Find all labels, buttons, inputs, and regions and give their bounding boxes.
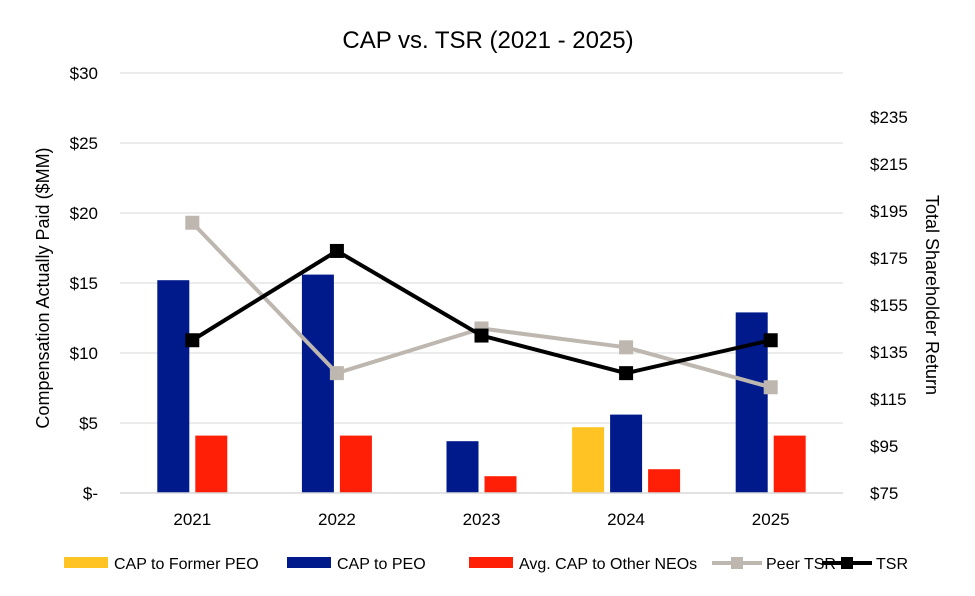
- legend-label: CAP to Former PEO: [114, 556, 259, 573]
- legend-label: TSR: [876, 556, 908, 573]
- point-tsr: [619, 366, 634, 381]
- bar-cap-to-peo: [735, 312, 768, 493]
- right-tick-label: $115: [870, 390, 907, 409]
- bar-cap-to-peo: [446, 441, 479, 493]
- line-series-group: [185, 215, 778, 395]
- left-axis-title: Compensation Actually Paid ($MM): [33, 147, 53, 428]
- legend-label: Peer TSR: [766, 556, 836, 573]
- bar-series-group: [157, 274, 806, 493]
- left-tick-label: $10: [70, 344, 98, 363]
- x-tick-label: 2022: [318, 510, 356, 529]
- x-tick-label: 2024: [607, 510, 645, 529]
- chart-title: CAP vs. TSR (2021 - 2025): [342, 27, 633, 54]
- line-peer-tsr: [190, 221, 772, 390]
- point-peer-tsr: [763, 380, 778, 395]
- x-tick-label: 2025: [752, 510, 790, 529]
- x-axis-ticks: 2021 2022 2023 2024 2025: [173, 510, 789, 529]
- x-tick-label: 2023: [463, 510, 501, 529]
- right-tick-label: $75: [870, 484, 898, 503]
- right-tick-label: $135: [870, 343, 908, 362]
- left-tick-label: $25: [70, 134, 98, 153]
- point-peer-tsr: [329, 366, 344, 381]
- bar-avg-cap-to-other-neos: [773, 435, 806, 493]
- point-tsr: [474, 328, 489, 343]
- bar-avg-cap-to-other-neos: [484, 476, 517, 493]
- point-tsr: [763, 333, 778, 348]
- gridlines: [120, 72, 843, 424]
- point-peer-tsr: [185, 215, 200, 230]
- right-tick-label: $155: [870, 296, 908, 315]
- bar-avg-cap-to-other-neos: [339, 435, 372, 493]
- legend-marker-peer-tsr: [731, 557, 743, 569]
- right-axis-title: Total Shareholder Return: [922, 195, 942, 395]
- left-tick-label: $30: [70, 64, 98, 83]
- bar-cap-to-peo: [301, 274, 334, 493]
- bar-cap-to-peo: [610, 414, 643, 493]
- bar-cap-to-peo: [157, 280, 190, 493]
- right-tick-label: $175: [870, 249, 908, 268]
- left-tick-label: $-: [83, 484, 98, 503]
- right-tick-label: $195: [870, 202, 908, 221]
- left-tick-label: $15: [70, 274, 98, 293]
- point-tsr: [329, 243, 344, 258]
- bar-cap-to-former-peo: [572, 427, 605, 493]
- bar-avg-cap-to-other-neos: [195, 435, 228, 493]
- left-tick-label: $20: [70, 204, 98, 223]
- legend-swatch-cap-to-peo: [287, 557, 331, 568]
- right-tick-label: $215: [870, 155, 908, 174]
- right-tick-label: $95: [870, 437, 898, 456]
- point-peer-tsr: [619, 340, 634, 355]
- right-tick-label: $235: [870, 108, 908, 127]
- legend-label: Avg. CAP to Other NEOs: [519, 556, 697, 573]
- left-tick-label: $5: [79, 414, 98, 433]
- legend-swatch-cap-to-former-peo: [64, 557, 108, 568]
- x-tick-label: 2021: [173, 510, 211, 529]
- legend-swatch-avg-cap-to-other-neos: [469, 557, 513, 568]
- right-axis-ticks: $75 $95 $115 $135 $155 $175 $195 $215 $235: [870, 108, 908, 503]
- bar-avg-cap-to-other-neos: [648, 469, 681, 493]
- legend: CAP to Former PEO CAP to PEO Avg. CAP to O…: [64, 556, 908, 573]
- legend-marker-tsr: [841, 557, 853, 569]
- point-tsr: [185, 333, 200, 348]
- left-axis-ticks: $- $5 $10 $15 $20 $25 $30: [70, 64, 98, 503]
- legend-label: CAP to PEO: [337, 556, 426, 573]
